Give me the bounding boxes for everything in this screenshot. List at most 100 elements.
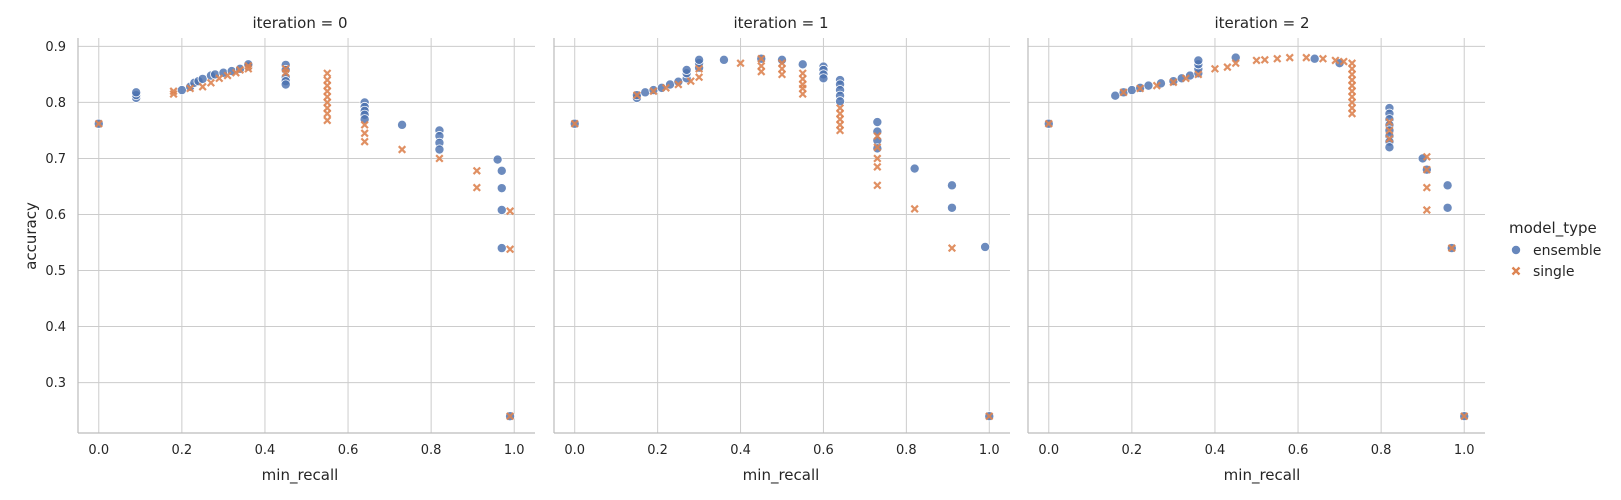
point-single	[736, 59, 745, 68]
point-single	[206, 78, 216, 87]
point-single	[472, 166, 481, 175]
point-single	[1273, 54, 1282, 63]
y-tick-labels: 0.3 0.4 0.5 0.6 0.7 0.8 0.9	[45, 40, 66, 391]
panel-title: iteration = 1	[733, 14, 828, 32]
x-tick-label: 0.2	[647, 443, 668, 458]
point-single	[695, 64, 704, 73]
point-single	[649, 87, 658, 96]
point-single	[472, 183, 481, 192]
legend: model_type ensemble single	[1509, 219, 1601, 280]
point-single	[757, 54, 766, 63]
point-ensemble	[496, 243, 507, 254]
point-ensemble	[946, 202, 957, 213]
axis-spines	[1027, 38, 1485, 434]
x-tick-label: 0.6	[1288, 443, 1309, 458]
point-single	[1331, 56, 1340, 65]
point-ensemble	[397, 119, 408, 130]
point-single	[777, 70, 787, 79]
point-single	[397, 145, 407, 154]
x-marker-icon	[1511, 266, 1521, 276]
x-tick-label: 0.2	[1122, 443, 1143, 458]
x-tick-label: 0.0	[1038, 443, 1059, 458]
point-single	[1422, 205, 1431, 215]
point-single	[835, 126, 845, 135]
point-single	[1136, 84, 1145, 93]
y-tick-label: 0.6	[45, 208, 66, 223]
point-ensemble	[980, 241, 991, 252]
data-points	[1043, 52, 1470, 422]
point-single	[505, 245, 515, 254]
legend-label-ensemble: ensemble	[1533, 243, 1601, 259]
point-single	[435, 154, 444, 163]
point-single	[1260, 55, 1269, 64]
point-single	[244, 61, 253, 71]
point-single	[985, 412, 994, 421]
point-ensemble	[718, 54, 729, 65]
point-single	[198, 82, 207, 91]
x-tick-label: 0.6	[813, 443, 834, 458]
x-axis-label: min_recall	[1224, 466, 1301, 485]
point-single	[798, 89, 807, 99]
point-single	[757, 67, 766, 76]
point-ensemble	[1442, 202, 1453, 213]
y-axis-label: accuracy	[22, 202, 40, 270]
point-single	[505, 207, 515, 216]
panel-title: iteration = 2	[1214, 14, 1309, 32]
x-tick-label: 1.0	[504, 443, 525, 458]
point-single	[1152, 81, 1161, 90]
legend-entry-single: single	[1511, 264, 1574, 280]
point-single	[323, 69, 332, 78]
y-tick-label: 0.7	[45, 152, 66, 167]
point-ensemble	[1143, 80, 1154, 91]
panel-iteration-2: iteration = 2 0.0 0.2 0.4 0.6 0.8 1.0 min_rec…	[1027, 14, 1485, 485]
point-single	[244, 64, 253, 73]
point-single	[1231, 59, 1240, 68]
point-ensemble	[496, 183, 507, 194]
point-single	[1385, 126, 1394, 135]
point-single	[169, 89, 178, 99]
point-ensemble	[1309, 53, 1320, 64]
point-single	[1169, 78, 1178, 87]
point-single	[1447, 244, 1456, 253]
point-single	[360, 129, 369, 138]
point-single	[235, 65, 245, 75]
y-tick-label: 0.9	[45, 40, 66, 55]
point-ensemble	[640, 87, 651, 98]
x-tick-label: 0.4	[1205, 443, 1226, 458]
point-ensemble	[1155, 78, 1166, 89]
point-single	[873, 181, 882, 190]
point-ensemble	[131, 87, 142, 98]
x-axis-label: min_recall	[262, 466, 339, 485]
x-tick-label: 1.0	[1454, 443, 1475, 458]
point-single	[1181, 74, 1190, 83]
data-points	[93, 59, 516, 422]
point-single	[873, 143, 882, 152]
point-single	[873, 131, 882, 141]
x-tick-label: 0.0	[88, 443, 109, 458]
point-single	[1422, 165, 1431, 174]
point-single	[1210, 64, 1220, 73]
point-single	[94, 119, 103, 128]
grid-lines	[78, 38, 535, 433]
x-tick-label: 0.8	[896, 443, 917, 458]
point-single	[1252, 56, 1261, 65]
point-ensemble	[434, 144, 445, 155]
panel-iteration-1: iteration = 1 0.0 0.2 0.4 0.6 0.8 1.0 min_rec…	[553, 14, 1010, 485]
grid-lines	[554, 38, 1010, 433]
circle-marker-icon	[1511, 244, 1522, 255]
x-tick-labels: 0.0 0.2 0.4 0.6 0.8 1.0	[1038, 443, 1474, 458]
point-single	[686, 77, 695, 86]
x-tick-label: 1.0	[979, 443, 1000, 458]
point-ensemble	[280, 79, 291, 90]
x-tick-label: 0.0	[564, 443, 585, 458]
point-single	[1339, 57, 1348, 66]
point-single	[1422, 183, 1431, 192]
x-tick-labels: 0.0 0.2 0.4 0.6 0.8 1.0	[564, 443, 999, 458]
point-single	[873, 154, 882, 163]
y-tick-label: 0.5	[45, 264, 66, 279]
point-single	[1194, 70, 1203, 79]
point-single	[1302, 53, 1311, 62]
y-tick-label: 0.4	[45, 320, 66, 335]
point-single	[695, 73, 704, 82]
point-single	[1460, 412, 1469, 421]
